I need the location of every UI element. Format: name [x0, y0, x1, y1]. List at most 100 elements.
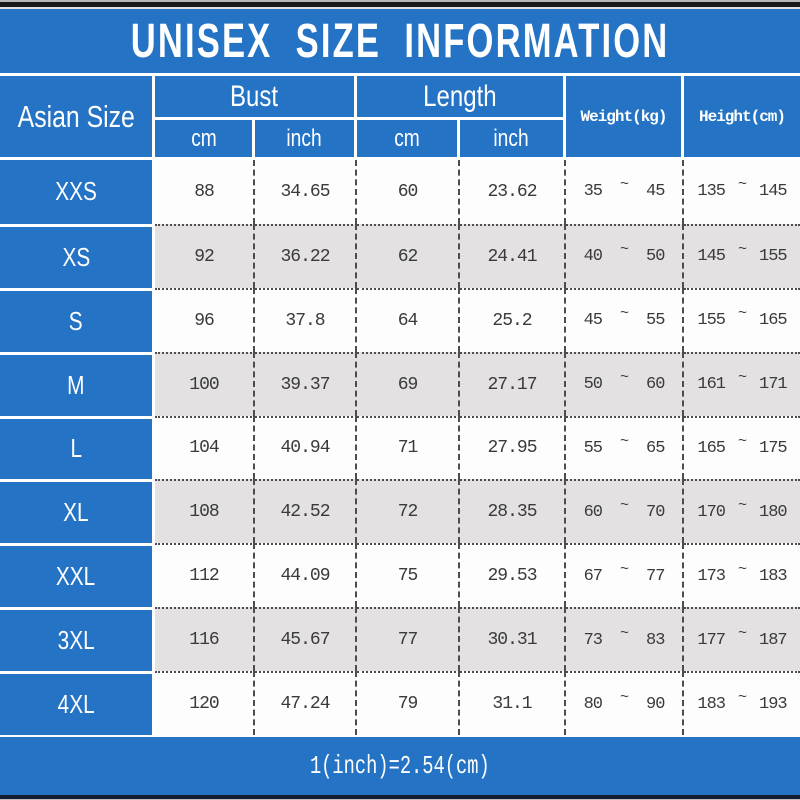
weight-range-cell: 73 ~83: [566, 607, 684, 672]
length-cm-cell: 64: [357, 287, 460, 352]
range-min: 80: [583, 694, 603, 714]
length-inch-cell: 28.35: [460, 479, 566, 544]
page-title: UNISEX SIZE INFORMATION: [130, 14, 670, 68]
tilde-symbol: ~: [619, 369, 629, 387]
bust-cm-cell: 116: [155, 607, 255, 672]
bust-cm-cell: 88: [155, 160, 255, 224]
height-range-cell: 145 ~155: [684, 223, 800, 288]
size-cell-s: S: [0, 287, 155, 352]
tilde-symbol: ~: [619, 432, 629, 450]
range-max: 145: [759, 182, 788, 202]
range-max: 83: [646, 630, 665, 650]
height-range-cell: 155 ~165: [684, 287, 800, 352]
weight-range-cell: 55 ~65: [566, 415, 684, 480]
header-length: Length: [357, 76, 566, 120]
length-cm-cell: 60: [357, 160, 460, 224]
length-cm-cell: 79: [357, 671, 460, 735]
height-range-cell: 161 ~171: [684, 351, 800, 416]
range-max: 171: [759, 375, 788, 395]
tilde-symbol: ~: [737, 369, 747, 387]
size-cell-4xl: 4XL: [0, 671, 155, 735]
range-max: 175: [759, 438, 788, 458]
tilde-symbol: ~: [619, 241, 629, 259]
tilde-symbol: ~: [619, 176, 629, 194]
header-bust-inch-label: inch: [286, 124, 323, 152]
tilde-symbol: ~: [737, 432, 747, 450]
size-label: XL: [63, 497, 89, 528]
length-inch-cell: 25.2: [460, 287, 566, 352]
bust-inch-cell: 47.24: [255, 671, 357, 735]
length-cm-cell: 71: [357, 415, 460, 480]
range-min: 177: [697, 630, 726, 650]
tilde-symbol: ~: [737, 624, 747, 642]
length-inch-cell: 29.53: [460, 543, 566, 608]
range-min: 35: [583, 182, 603, 202]
bust-cm-cell: 112: [155, 543, 255, 608]
range-max: 50: [646, 247, 665, 267]
range-min: 170: [697, 502, 726, 522]
size-label: XS: [62, 241, 90, 272]
size-label: 4XL: [57, 689, 95, 720]
height-range-cell: 173 ~183: [684, 543, 800, 608]
range-max: 180: [759, 502, 788, 522]
tilde-symbol: ~: [737, 496, 747, 514]
range-min: 165: [697, 438, 726, 458]
range-min: 40: [583, 247, 603, 267]
bust-inch-cell: 39.37: [255, 351, 357, 416]
top-edge-gray-bar: [0, 0, 800, 2]
header-length-inch: inch: [460, 120, 566, 160]
bottom-edge-navy-bar: [0, 795, 800, 799]
height-range-cell: 183 ~193: [684, 671, 800, 735]
header-bust-label: Bust: [230, 79, 279, 113]
bust-cm-cell: 100: [155, 351, 255, 416]
range-min: 173: [697, 566, 726, 586]
range-min: 73: [583, 630, 603, 650]
range-min: 155: [697, 311, 726, 331]
range-max: 187: [759, 630, 788, 650]
size-label: S: [69, 305, 83, 336]
size-cell-3xl: 3XL: [0, 607, 155, 672]
bust-inch-cell: 34.65: [255, 160, 357, 224]
header-bust: Bust: [155, 76, 357, 120]
title-banner: UNISEX SIZE INFORMATION: [0, 9, 800, 76]
tilde-symbol: ~: [619, 496, 629, 514]
conversion-note-band: 1(inch)=2.54(cm): [0, 735, 800, 795]
size-label: 3XL: [57, 625, 95, 656]
header-asian-size-label: Asian Size: [17, 98, 135, 134]
size-cell-l: L: [0, 415, 155, 480]
range-max: 165: [759, 311, 788, 331]
height-range-cell: 170 ~180: [684, 479, 800, 544]
weight-range-cell: 67 ~77: [566, 543, 684, 608]
range-min: 67: [583, 566, 603, 586]
bust-cm-cell: 92: [155, 223, 255, 288]
bust-inch-cell: 40.94: [255, 415, 357, 480]
size-cell-m: M: [0, 351, 155, 416]
bust-inch-cell: 36.22: [255, 223, 357, 288]
range-min: 45: [583, 311, 603, 331]
length-cm-cell: 62: [357, 223, 460, 288]
range-max: 77: [646, 566, 665, 586]
bust-inch-cell: 37.8: [255, 287, 357, 352]
header-asian-size: Asian Size: [0, 76, 155, 160]
range-max: 183: [759, 566, 788, 586]
header-length-cm-label: cm: [394, 124, 420, 152]
header-height-cm: Height(cm): [684, 76, 800, 160]
range-min: 60: [583, 502, 603, 522]
weight-range-cell: 45 ~55: [566, 287, 684, 352]
size-cell-xl: XL: [0, 479, 155, 544]
length-cm-cell: 77: [357, 607, 460, 672]
size-label: M: [67, 369, 85, 400]
range-max: 60: [646, 375, 665, 395]
weight-range-cell: 35 ~45: [566, 160, 684, 224]
weight-range-cell: 80 ~90: [566, 671, 684, 735]
tilde-symbol: ~: [737, 560, 747, 578]
tilde-symbol: ~: [737, 688, 747, 706]
length-inch-cell: 23.62: [460, 160, 566, 224]
length-cm-cell: 75: [357, 543, 460, 608]
tilde-symbol: ~: [619, 624, 629, 642]
length-inch-cell: 31.1: [460, 671, 566, 735]
range-min: 161: [697, 375, 726, 395]
length-cm-cell: 72: [357, 479, 460, 544]
length-inch-cell: 30.31: [460, 607, 566, 672]
